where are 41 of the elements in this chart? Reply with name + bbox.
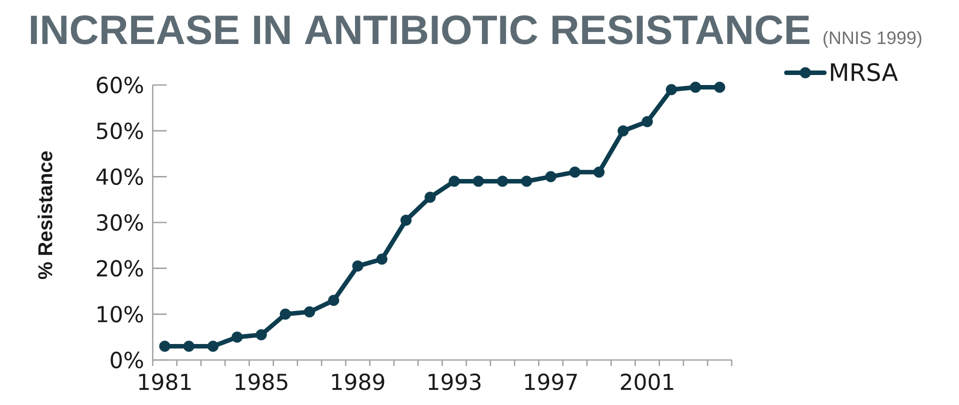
point (593, 166, 605, 178)
legend-label: MRSA (830, 63, 898, 82)
point (618, 125, 629, 136)
x-tick-label: 1985 (236, 374, 288, 390)
point (207, 340, 219, 352)
point (569, 166, 580, 178)
point (690, 82, 702, 93)
point (280, 308, 291, 320)
x-tick-label: 2001 (620, 374, 674, 390)
point (328, 294, 340, 306)
point (521, 176, 532, 187)
point (545, 171, 556, 182)
point (642, 116, 653, 128)
point (183, 340, 194, 352)
x-tick-label: 1997 (525, 374, 577, 390)
point (472, 176, 484, 187)
chart-title: INCREASE IN ANTIBIOTIC RESISTANCE (30, 15, 810, 44)
y-tick-label: 0% (110, 352, 143, 368)
x-tick-label: 1981 (139, 374, 191, 390)
point (232, 332, 243, 343)
y-tick-label: 60% (96, 76, 143, 94)
point (256, 329, 267, 340)
point (304, 306, 316, 318)
y-tick-label: 40% (96, 168, 143, 185)
point (400, 214, 412, 226)
y-tick-label: 10% (98, 306, 143, 322)
point (448, 176, 460, 187)
point (424, 192, 436, 203)
x-tick-label: 1989 (332, 374, 384, 390)
y-axis-title: % Resistance (38, 151, 52, 280)
y-tick-label: 50% (96, 122, 143, 140)
point (159, 340, 170, 352)
point (496, 176, 508, 187)
x-tick-label: 1993 (428, 374, 480, 390)
point (376, 254, 388, 265)
point (714, 82, 726, 93)
y-tick-label: 20% (96, 260, 143, 277)
text: (NNIS 1999) (824, 30, 922, 48)
point (666, 84, 677, 96)
y-tick-label: 30% (96, 214, 143, 231)
point (352, 260, 364, 272)
